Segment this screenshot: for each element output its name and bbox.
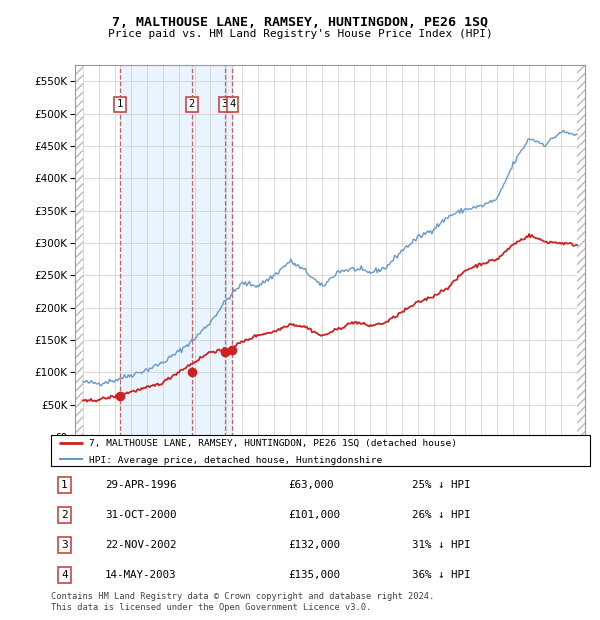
Text: 4: 4 bbox=[229, 99, 235, 109]
Text: Price paid vs. HM Land Registry's House Price Index (HPI): Price paid vs. HM Land Registry's House … bbox=[107, 29, 493, 39]
Text: 36% ↓ HPI: 36% ↓ HPI bbox=[412, 570, 470, 580]
Text: £101,000: £101,000 bbox=[288, 510, 340, 520]
Text: 3: 3 bbox=[61, 540, 68, 550]
Text: This data is licensed under the Open Government Licence v3.0.: This data is licensed under the Open Gov… bbox=[51, 603, 371, 613]
Text: 26% ↓ HPI: 26% ↓ HPI bbox=[412, 510, 470, 520]
Text: 2: 2 bbox=[61, 510, 68, 520]
Text: 1: 1 bbox=[61, 480, 68, 490]
Text: 25% ↓ HPI: 25% ↓ HPI bbox=[412, 480, 470, 490]
Bar bbox=[75, 65, 83, 437]
Text: Contains HM Land Registry data © Crown copyright and database right 2024.: Contains HM Land Registry data © Crown c… bbox=[51, 592, 434, 601]
Text: 14-MAY-2003: 14-MAY-2003 bbox=[105, 570, 176, 580]
Text: HPI: Average price, detached house, Huntingdonshire: HPI: Average price, detached house, Hunt… bbox=[89, 456, 382, 464]
Text: 29-APR-1996: 29-APR-1996 bbox=[105, 480, 176, 490]
Bar bbox=[577, 65, 585, 437]
Text: £135,000: £135,000 bbox=[288, 570, 340, 580]
Text: 1: 1 bbox=[117, 99, 123, 109]
Text: 31% ↓ HPI: 31% ↓ HPI bbox=[412, 540, 470, 550]
Text: 7, MALTHOUSE LANE, RAMSEY, HUNTINGDON, PE26 1SQ: 7, MALTHOUSE LANE, RAMSEY, HUNTINGDON, P… bbox=[112, 16, 488, 29]
Text: 2: 2 bbox=[188, 99, 195, 109]
Text: 7, MALTHOUSE LANE, RAMSEY, HUNTINGDON, PE26 1SQ (detached house): 7, MALTHOUSE LANE, RAMSEY, HUNTINGDON, P… bbox=[89, 439, 457, 448]
Text: 3: 3 bbox=[221, 99, 228, 109]
Text: 22-NOV-2002: 22-NOV-2002 bbox=[105, 540, 176, 550]
Text: £132,000: £132,000 bbox=[288, 540, 340, 550]
Text: £63,000: £63,000 bbox=[288, 480, 334, 490]
Text: 31-OCT-2000: 31-OCT-2000 bbox=[105, 510, 176, 520]
Bar bbox=[120, 65, 232, 437]
Text: 4: 4 bbox=[61, 570, 68, 580]
